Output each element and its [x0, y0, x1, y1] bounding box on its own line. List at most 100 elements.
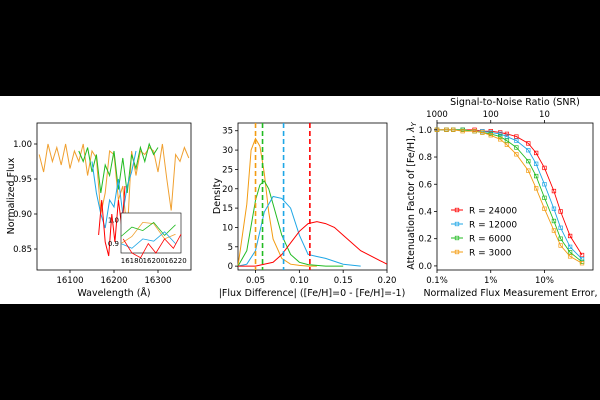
spectrum-line-r12000 — [91, 150, 137, 229]
attenuation-y-label: Attenuation Factor of [Fe/H], λY — [406, 122, 418, 270]
attenuation-point-r3000 — [460, 129, 465, 134]
attenuation-top-tick-label: 1000 — [426, 110, 448, 120]
attenuation-line-r6000 — [437, 129, 583, 263]
letterbox-top — [0, 0, 600, 96]
attenuation-y-tick-label: 0.0 — [418, 262, 432, 272]
attenuation-point-r6000 — [498, 134, 503, 139]
attenuation-x-tick-label: 1% — [484, 276, 498, 286]
attenuation-point-r3000 — [542, 206, 547, 211]
legend-marker-r6000 — [454, 235, 460, 241]
attenuation-point-r3000 — [498, 137, 503, 142]
attenuation-y-label-subscript: Y — [410, 122, 418, 127]
attenuation-frame — [436, 122, 594, 271]
attenuation-point-r24000 — [558, 209, 563, 214]
spectrum-y-tick-label: 0.90 — [13, 210, 32, 220]
attenuation-point-r3000 — [526, 168, 531, 173]
attenuation-point-r6000 — [504, 138, 510, 143]
inset-line-r24000 — [122, 234, 182, 259]
legend-label: R = 24000 — [469, 207, 517, 217]
inset-line-r12000 — [120, 231, 176, 249]
attenuation-point-r3000 — [567, 254, 573, 259]
attenuation-y-label-symbol: λ — [406, 127, 417, 134]
attenuation-top-tick-label: 100 — [483, 110, 499, 120]
attenuation-point-r24000 — [526, 141, 531, 146]
density-x-label: |Flux Difference| ([Fe/H]=0 - [Fe/H]=-1) — [219, 288, 406, 299]
attenuation-point-r6000 — [558, 236, 563, 241]
attenuation-x-ticks: 0.1% 1% 10% — [426, 270, 554, 286]
attenuation-point-r12000 — [504, 134, 510, 139]
attenuation-point-r3000 — [551, 228, 557, 233]
attenuation-point-r24000 — [542, 165, 547, 171]
density-y-tick-label: 20 — [222, 185, 233, 195]
density-curve-r24000 — [238, 221, 388, 267]
inset-ticks: 16180 16200 16220 0.9 1.0 — [108, 217, 187, 265]
attenuation-y-tick-label: 0.6 — [418, 180, 432, 190]
attenuation-point-r6000 — [542, 195, 547, 201]
attenuation-y-tick-label: 1.0 — [418, 126, 432, 136]
spectrum-y-label: Normalized Flux — [6, 157, 17, 234]
attenuation-point-r3000 — [514, 152, 519, 157]
spectrum-y-ticks: 0.85 0.90 0.95 1.00 — [13, 140, 37, 255]
attenuation-point-r12000 — [514, 138, 519, 143]
attenuation-point-r3000 — [504, 142, 510, 147]
attenuation-y-tick-label: 0.8 — [418, 153, 432, 163]
attenuation-point-r12000 — [542, 182, 547, 187]
density-series-group — [237, 137, 388, 267]
inset-x-tick-label: 16220 — [164, 257, 186, 265]
spectrum-inset: 16180 16200 16220 0.9 1.0 — [108, 212, 187, 265]
attenuation-point-r3000 — [579, 261, 585, 266]
attenuation-point-r12000 — [558, 225, 563, 230]
attenuation-point-r3000 — [558, 243, 563, 248]
density-frame — [237, 122, 388, 271]
inset-x-tick-label: 16180 — [121, 257, 143, 265]
density-x-tick-label: 0.10 — [290, 276, 309, 286]
attenuation-y-ticks: 0.0 0.2 0.4 0.6 0.8 1.0 — [418, 126, 437, 272]
attenuation-point-r12000 — [498, 131, 503, 137]
legend-label: R = 6000 — [469, 235, 512, 245]
attenuation-x-tick-label: 0.1% — [426, 276, 448, 286]
attenuation-point-r12000 — [579, 256, 585, 262]
attenuation-point-r6000 — [514, 145, 519, 150]
density-panel: 0.05 0.10 0.15 0.20 0 5 10 15 20 25 30 35 |Flux Di… — [212, 122, 406, 299]
legend-marker-r3000 — [454, 249, 460, 255]
spectrum-x-tick-label: 16300 — [144, 276, 171, 286]
spectrum-x-ticks: 16100 16200 16300 — [56, 270, 172, 286]
attenuation-point-r24000 — [579, 252, 585, 258]
attenuation-top-ticks: 1000 100 10 — [426, 110, 550, 123]
density-curve-r6000 — [237, 180, 344, 267]
attenuation-x-tick-label: 10% — [535, 276, 554, 286]
attenuation-line-r3000 — [437, 129, 583, 264]
inset-y-tick-label: 0.9 — [108, 240, 119, 248]
attenuation-point-r24000 — [504, 131, 510, 137]
legend-marker-r24000 — [454, 207, 460, 213]
density-y-tick-label: 10 — [222, 223, 233, 233]
spectrum-y-tick-label: 1.00 — [13, 140, 32, 150]
attenuation-point-r6000 — [567, 250, 573, 255]
attenuation-point-r6000 — [533, 173, 539, 179]
attenuation-point-r12000 — [533, 161, 539, 166]
attenuation-point-r3000 — [451, 127, 456, 132]
letterbox-bottom — [0, 304, 600, 400]
density-y-tick-label: 30 — [222, 146, 233, 156]
density-y-tick-label: 35 — [222, 127, 233, 137]
attenuation-point-r3000 — [488, 133, 493, 138]
spectrum-y-tick-label: 0.95 — [13, 175, 32, 185]
attenuation-point-r3000 — [444, 127, 449, 132]
attenuation-legend: R = 24000 R = 12000 R = 6000 R = 3000 — [451, 207, 517, 259]
density-y-ticks: 0 5 10 15 20 25 30 35 — [222, 127, 238, 272]
density-x-tick-label: 0.05 — [246, 276, 265, 286]
attenuation-point-r24000 — [567, 233, 573, 239]
inset-line-spectrum_orange — [120, 221, 176, 244]
legend-label: R = 12000 — [469, 221, 517, 231]
inset-x-tick-label: 16200 — [143, 257, 165, 265]
inset-y-tick-label: 1.0 — [108, 217, 119, 225]
attenuation-panel: 0.1% 1% 10% 1000 100 10 0.0 0.2 0.4 0.6 0.8 1.0 R… — [406, 97, 600, 299]
attenuation-point-r12000 — [526, 148, 531, 153]
attenuation-point-r24000 — [514, 134, 519, 139]
density-y-tick-label: 15 — [222, 204, 233, 214]
attenuation-y-tick-label: 0.4 — [418, 207, 432, 217]
spectrum-line-r6000 — [78, 142, 159, 194]
density-x-tick-label: 0.20 — [378, 276, 397, 286]
